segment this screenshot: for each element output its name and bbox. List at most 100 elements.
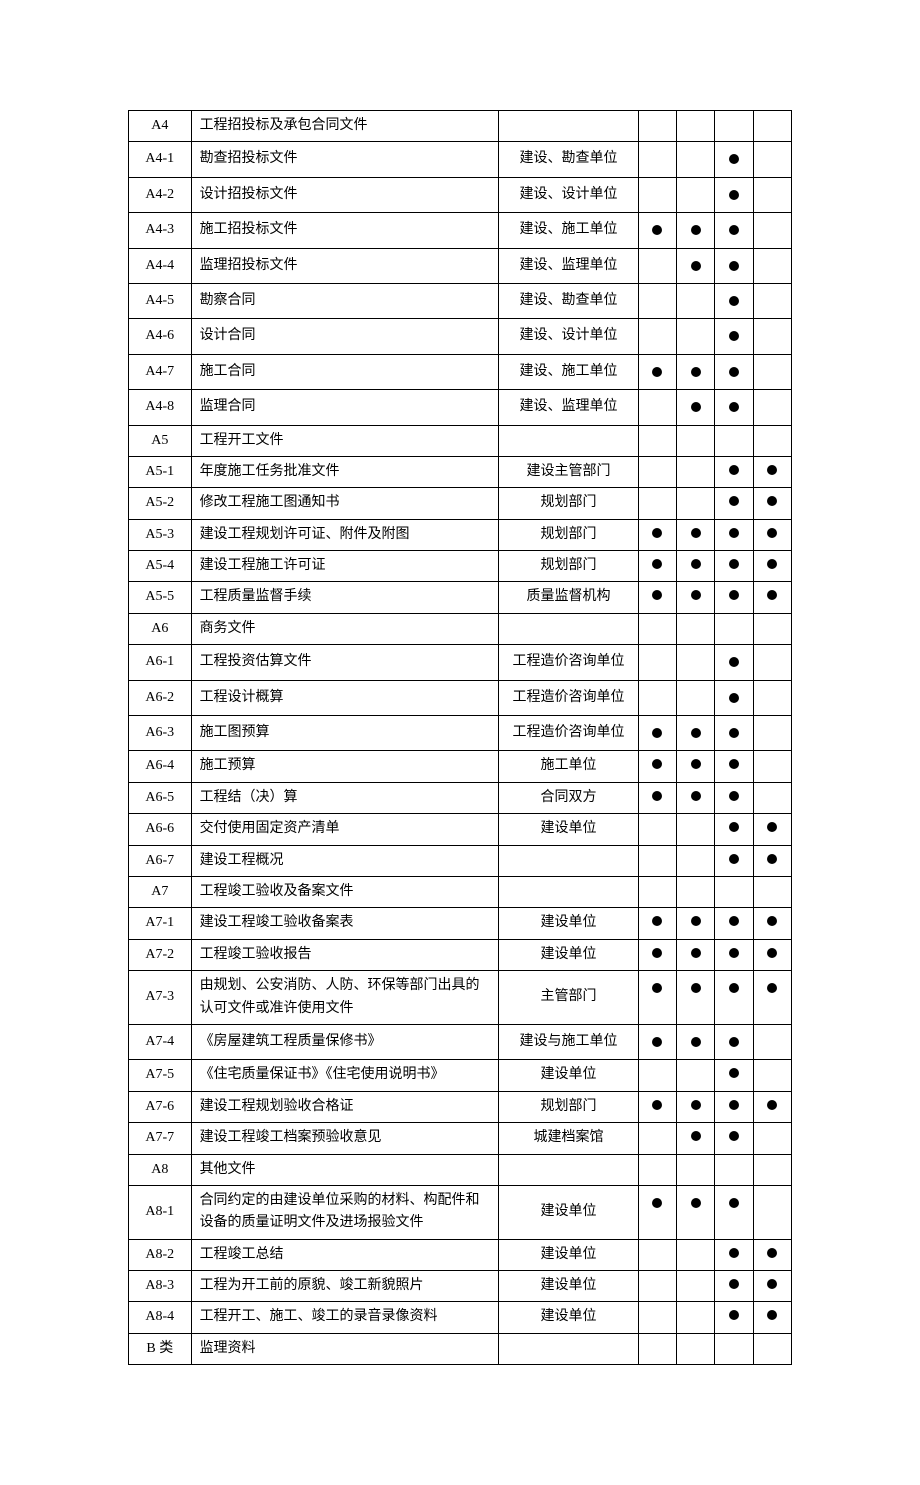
cell-dot-1 <box>638 551 676 582</box>
cell-dot-4 <box>753 1239 791 1270</box>
cell-dot-4 <box>753 645 791 680</box>
cell-dot-3 <box>715 1024 753 1059</box>
cell-code: A8-3 <box>129 1271 192 1302</box>
cell-name: 监理招投标文件 <box>191 248 499 283</box>
cell-dot-3 <box>715 1091 753 1122</box>
dot-icon <box>691 1037 701 1047</box>
cell-code: A5-3 <box>129 519 192 550</box>
dot-icon <box>729 296 739 306</box>
cell-dot-4 <box>753 680 791 715</box>
dot-icon <box>691 948 701 958</box>
cell-dot-1 <box>638 751 676 782</box>
dot-icon <box>652 225 662 235</box>
cell-dot-4 <box>753 1271 791 1302</box>
cell-dept: 建设与施工单位 <box>499 1024 638 1059</box>
table-row: A4-4监理招投标文件建设、监理单位 <box>129 248 792 283</box>
cell-dot-3 <box>715 1185 753 1239</box>
cell-dept: 工程造价咨询单位 <box>499 680 638 715</box>
cell-dot-1 <box>638 680 676 715</box>
cell-dot-1 <box>638 613 676 644</box>
dot-icon <box>652 791 662 801</box>
dot-icon <box>767 496 777 506</box>
cell-dot-3 <box>715 111 753 142</box>
table-row: A4-2设计招投标文件建设、设计单位 <box>129 177 792 212</box>
dot-icon <box>767 559 777 569</box>
cell-dot-2 <box>676 354 714 389</box>
dot-icon <box>691 1131 701 1141</box>
cell-dept: 建设单位 <box>499 1185 638 1239</box>
cell-dot-3 <box>715 551 753 582</box>
cell-name: 年度施工任务批准文件 <box>191 456 499 487</box>
dot-icon <box>767 590 777 600</box>
cell-dept: 建设单位 <box>499 1271 638 1302</box>
dot-icon <box>729 1248 739 1258</box>
cell-dot-2 <box>676 1302 714 1333</box>
cell-dot-4 <box>753 582 791 613</box>
dot-icon <box>729 1037 739 1047</box>
document-table: A4工程招投标及承包合同文件A4-1勘查招投标文件建设、勘查单位A4-2设计招投… <box>128 110 792 1365</box>
table-row: A7-3由规划、公安消防、人防、环保等部门出具的认可文件或准许使用文件主管部门 <box>129 971 792 1025</box>
cell-name: 设计合同 <box>191 319 499 354</box>
cell-dept: 建设、施工单位 <box>499 354 638 389</box>
cell-code: A4-1 <box>129 142 192 177</box>
table-row: A6-1工程投资估算文件工程造价咨询单位 <box>129 645 792 680</box>
cell-name: 《房屋建筑工程质量保修书》 <box>191 1024 499 1059</box>
cell-dot-1 <box>638 111 676 142</box>
cell-dot-4 <box>753 716 791 751</box>
cell-dot-1 <box>638 248 676 283</box>
cell-dept <box>499 613 638 644</box>
cell-name: 施工合同 <box>191 354 499 389</box>
table-row: A6-7建设工程概况 <box>129 845 792 876</box>
dot-icon <box>729 1310 739 1320</box>
cell-dot-3 <box>715 814 753 845</box>
cell-code: A6-1 <box>129 645 192 680</box>
dot-icon <box>729 190 739 200</box>
cell-name: 勘察合同 <box>191 283 499 318</box>
table-row: A7-7建设工程竣工档案预验收意见城建档案馆 <box>129 1123 792 1154</box>
dot-icon <box>767 854 777 864</box>
table-row: A4工程招投标及承包合同文件 <box>129 111 792 142</box>
dot-icon <box>729 331 739 341</box>
table-row: A7-1建设工程竣工验收备案表建设单位 <box>129 908 792 939</box>
cell-dot-1 <box>638 425 676 456</box>
cell-dot-4 <box>753 425 791 456</box>
cell-code: A4-5 <box>129 283 192 318</box>
cell-dept: 施工单位 <box>499 751 638 782</box>
cell-dot-4 <box>753 319 791 354</box>
cell-dept: 城建档案馆 <box>499 1123 638 1154</box>
cell-code: A6-7 <box>129 845 192 876</box>
cell-dot-3 <box>715 142 753 177</box>
cell-dept: 工程造价咨询单位 <box>499 645 638 680</box>
cell-dot-1 <box>638 645 676 680</box>
table-row: A4-5勘察合同建设、勘查单位 <box>129 283 792 318</box>
cell-dept: 建设、设计单位 <box>499 177 638 212</box>
cell-code: A5-5 <box>129 582 192 613</box>
cell-name: 工程设计概算 <box>191 680 499 715</box>
cell-dept: 建设主管部门 <box>499 456 638 487</box>
table-row: A5工程开工文件 <box>129 425 792 456</box>
cell-dot-4 <box>753 354 791 389</box>
dot-icon <box>767 948 777 958</box>
cell-code: A4-4 <box>129 248 192 283</box>
cell-name: 建设工程规划验收合格证 <box>191 1091 499 1122</box>
cell-dot-1 <box>638 1154 676 1185</box>
cell-dot-2 <box>676 1239 714 1270</box>
dot-icon <box>729 854 739 864</box>
cell-name: 建设工程概况 <box>191 845 499 876</box>
cell-dot-4 <box>753 142 791 177</box>
cell-name: 工程竣工总结 <box>191 1239 499 1270</box>
cell-dot-1 <box>638 1024 676 1059</box>
cell-code: A5-4 <box>129 551 192 582</box>
cell-dot-4 <box>753 177 791 212</box>
cell-name: 工程投资估算文件 <box>191 645 499 680</box>
cell-code: A7-5 <box>129 1060 192 1091</box>
cell-name: 工程招投标及承包合同文件 <box>191 111 499 142</box>
table-row: A7-5《住宅质量保证书》《住宅使用说明书》建设单位 <box>129 1060 792 1091</box>
table-row: A6-4施工预算施工单位 <box>129 751 792 782</box>
cell-dot-2 <box>676 876 714 907</box>
dot-icon <box>767 983 777 993</box>
dot-icon <box>652 916 662 926</box>
dot-icon <box>767 465 777 475</box>
cell-dot-4 <box>753 519 791 550</box>
table-row: A5-1年度施工任务批准文件建设主管部门 <box>129 456 792 487</box>
